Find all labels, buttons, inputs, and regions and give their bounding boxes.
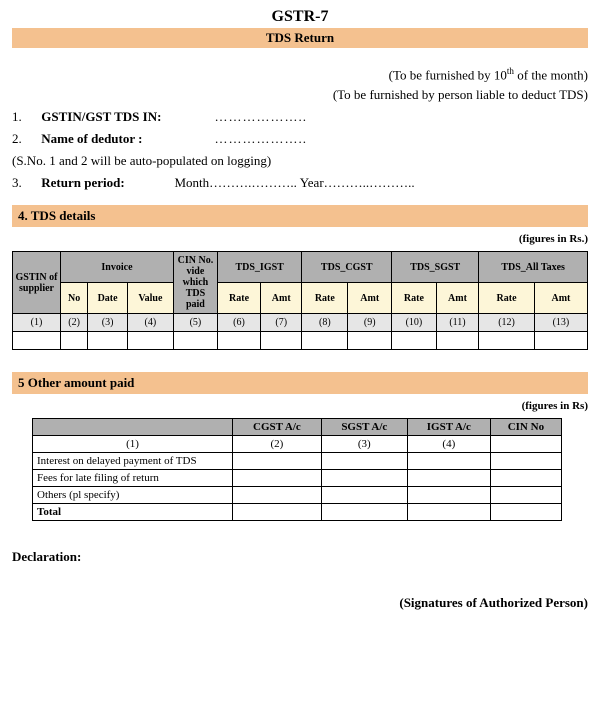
tds-data-row: [13, 332, 588, 350]
th-sgst-rate: Rate: [392, 283, 437, 314]
th-igst-amt: Amt: [261, 283, 302, 314]
field-2-num: 2.: [12, 131, 38, 147]
tds-colnum-row: (1) (2) (3) (4) (5) (6) (7) (8) (9) (10)…: [13, 314, 588, 332]
th-invoice: Invoice: [61, 252, 174, 283]
field-2-value: ………………..: [215, 131, 308, 147]
colnum-10: (10): [392, 314, 437, 332]
oth-fees-label: Fees for late filing of return: [33, 470, 233, 487]
note1-pre: (To be furnished by 10: [389, 67, 507, 82]
th-all-amt: Amt: [534, 283, 587, 314]
th-inv-date: Date: [88, 283, 128, 314]
declaration-label: Declaration:: [12, 549, 588, 565]
section-5-bar: 5 Other amount paid: [12, 372, 588, 394]
oth-igst-hdr: IGST A/c: [407, 419, 490, 436]
colnum-8: (8): [302, 314, 348, 332]
oth-cgst-hdr: CGST A/c: [233, 419, 322, 436]
oth-num-3: (3): [321, 436, 407, 453]
other-amount-table: CGST A/c SGST A/c IGST A/c CIN No (1) (2…: [32, 418, 562, 521]
oth-num-2: (2): [233, 436, 322, 453]
oth-cin-hdr: CIN No: [490, 419, 561, 436]
field-period-row: 3. Return period: Month……….……….. Year…………: [12, 175, 588, 191]
colnum-6: (6): [217, 314, 260, 332]
th-cgst-amt: Amt: [348, 283, 392, 314]
colnum-13: (13): [534, 314, 587, 332]
oth-row-fees: Fees for late filing of return: [33, 470, 562, 487]
th-inv-value: Value: [127, 283, 173, 314]
note1-sup: th: [507, 66, 514, 76]
th-cgst: TDS_CGST: [302, 252, 392, 283]
oth-numrow: (1) (2) (3) (4): [33, 436, 562, 453]
field-1-value: ………………..: [215, 109, 308, 125]
th-igst: TDS_IGST: [217, 252, 301, 283]
th-sgst-amt: Amt: [436, 283, 479, 314]
colnum-5: (5): [173, 314, 217, 332]
form-code: GSTR-7: [12, 8, 588, 26]
oth-blank-hdr: [33, 419, 233, 436]
field-3-value: Month……….……….. Year………..………..: [175, 175, 415, 190]
colnum-12: (12): [479, 314, 535, 332]
oth-num-1: (1): [33, 436, 233, 453]
form-title-banner: TDS Return: [12, 28, 588, 48]
note1-post: of the month): [514, 67, 588, 82]
furnish-note-1: (To be furnished by 10th of the month): [12, 66, 588, 83]
field-1-label: GSTIN/GST TDS IN:: [41, 109, 211, 125]
furnish-note-2: (To be furnished by person liable to ded…: [12, 87, 588, 103]
section-4-figures: (figures in Rs.): [12, 233, 588, 245]
th-cin: CIN No. vide which TDS paid: [173, 252, 217, 314]
colnum-7: (7): [261, 314, 302, 332]
colnum-2: (2): [61, 314, 88, 332]
oth-num-4: (4): [407, 436, 490, 453]
oth-sgst-hdr: SGST A/c: [321, 419, 407, 436]
field-deductor-row: 2. Name of dedutor : ………………..: [12, 131, 588, 147]
colnum-4: (4): [127, 314, 173, 332]
oth-row-total: Total: [33, 504, 562, 521]
th-sgst: TDS_SGST: [392, 252, 479, 283]
tds-details-table: GSTIN of supplier Invoice CIN No. vide w…: [12, 251, 588, 350]
colnum-9: (9): [348, 314, 392, 332]
field-3-num: 3.: [12, 175, 38, 191]
oth-total-label: Total: [33, 504, 233, 521]
oth-row-interest: Interest on delayed payment of TDS: [33, 453, 562, 470]
section-5-figures: (figures in Rs): [12, 400, 588, 412]
oth-row-others: Others (pl specify): [33, 487, 562, 504]
oth-interest-label: Interest on delayed payment of TDS: [33, 453, 233, 470]
th-all-rate: Rate: [479, 283, 535, 314]
auto-populate-note: (S.No. 1 and 2 will be auto-populated on…: [12, 153, 588, 169]
th-all: TDS_All Taxes: [479, 252, 588, 283]
colnum-1: (1): [13, 314, 61, 332]
colnum-3: (3): [88, 314, 128, 332]
th-inv-no: No: [61, 283, 88, 314]
th-cgst-rate: Rate: [302, 283, 348, 314]
field-1-num: 1.: [12, 109, 38, 125]
section-4-bar: 4. TDS details: [12, 205, 588, 227]
oth-others-label: Others (pl specify): [33, 487, 233, 504]
title-block: GSTR-7 TDS Return: [12, 8, 588, 48]
field-gstin-row: 1. GSTIN/GST TDS IN: ………………..: [12, 109, 588, 125]
colnum-11: (11): [436, 314, 479, 332]
oth-num-5: [490, 436, 561, 453]
signature-label: (Signatures of Authorized Person): [12, 595, 588, 611]
th-gstin: GSTIN of supplier: [13, 252, 61, 314]
field-2-label: Name of dedutor :: [41, 131, 211, 147]
field-3-label: Return period:: [41, 175, 171, 191]
th-igst-rate: Rate: [217, 283, 260, 314]
